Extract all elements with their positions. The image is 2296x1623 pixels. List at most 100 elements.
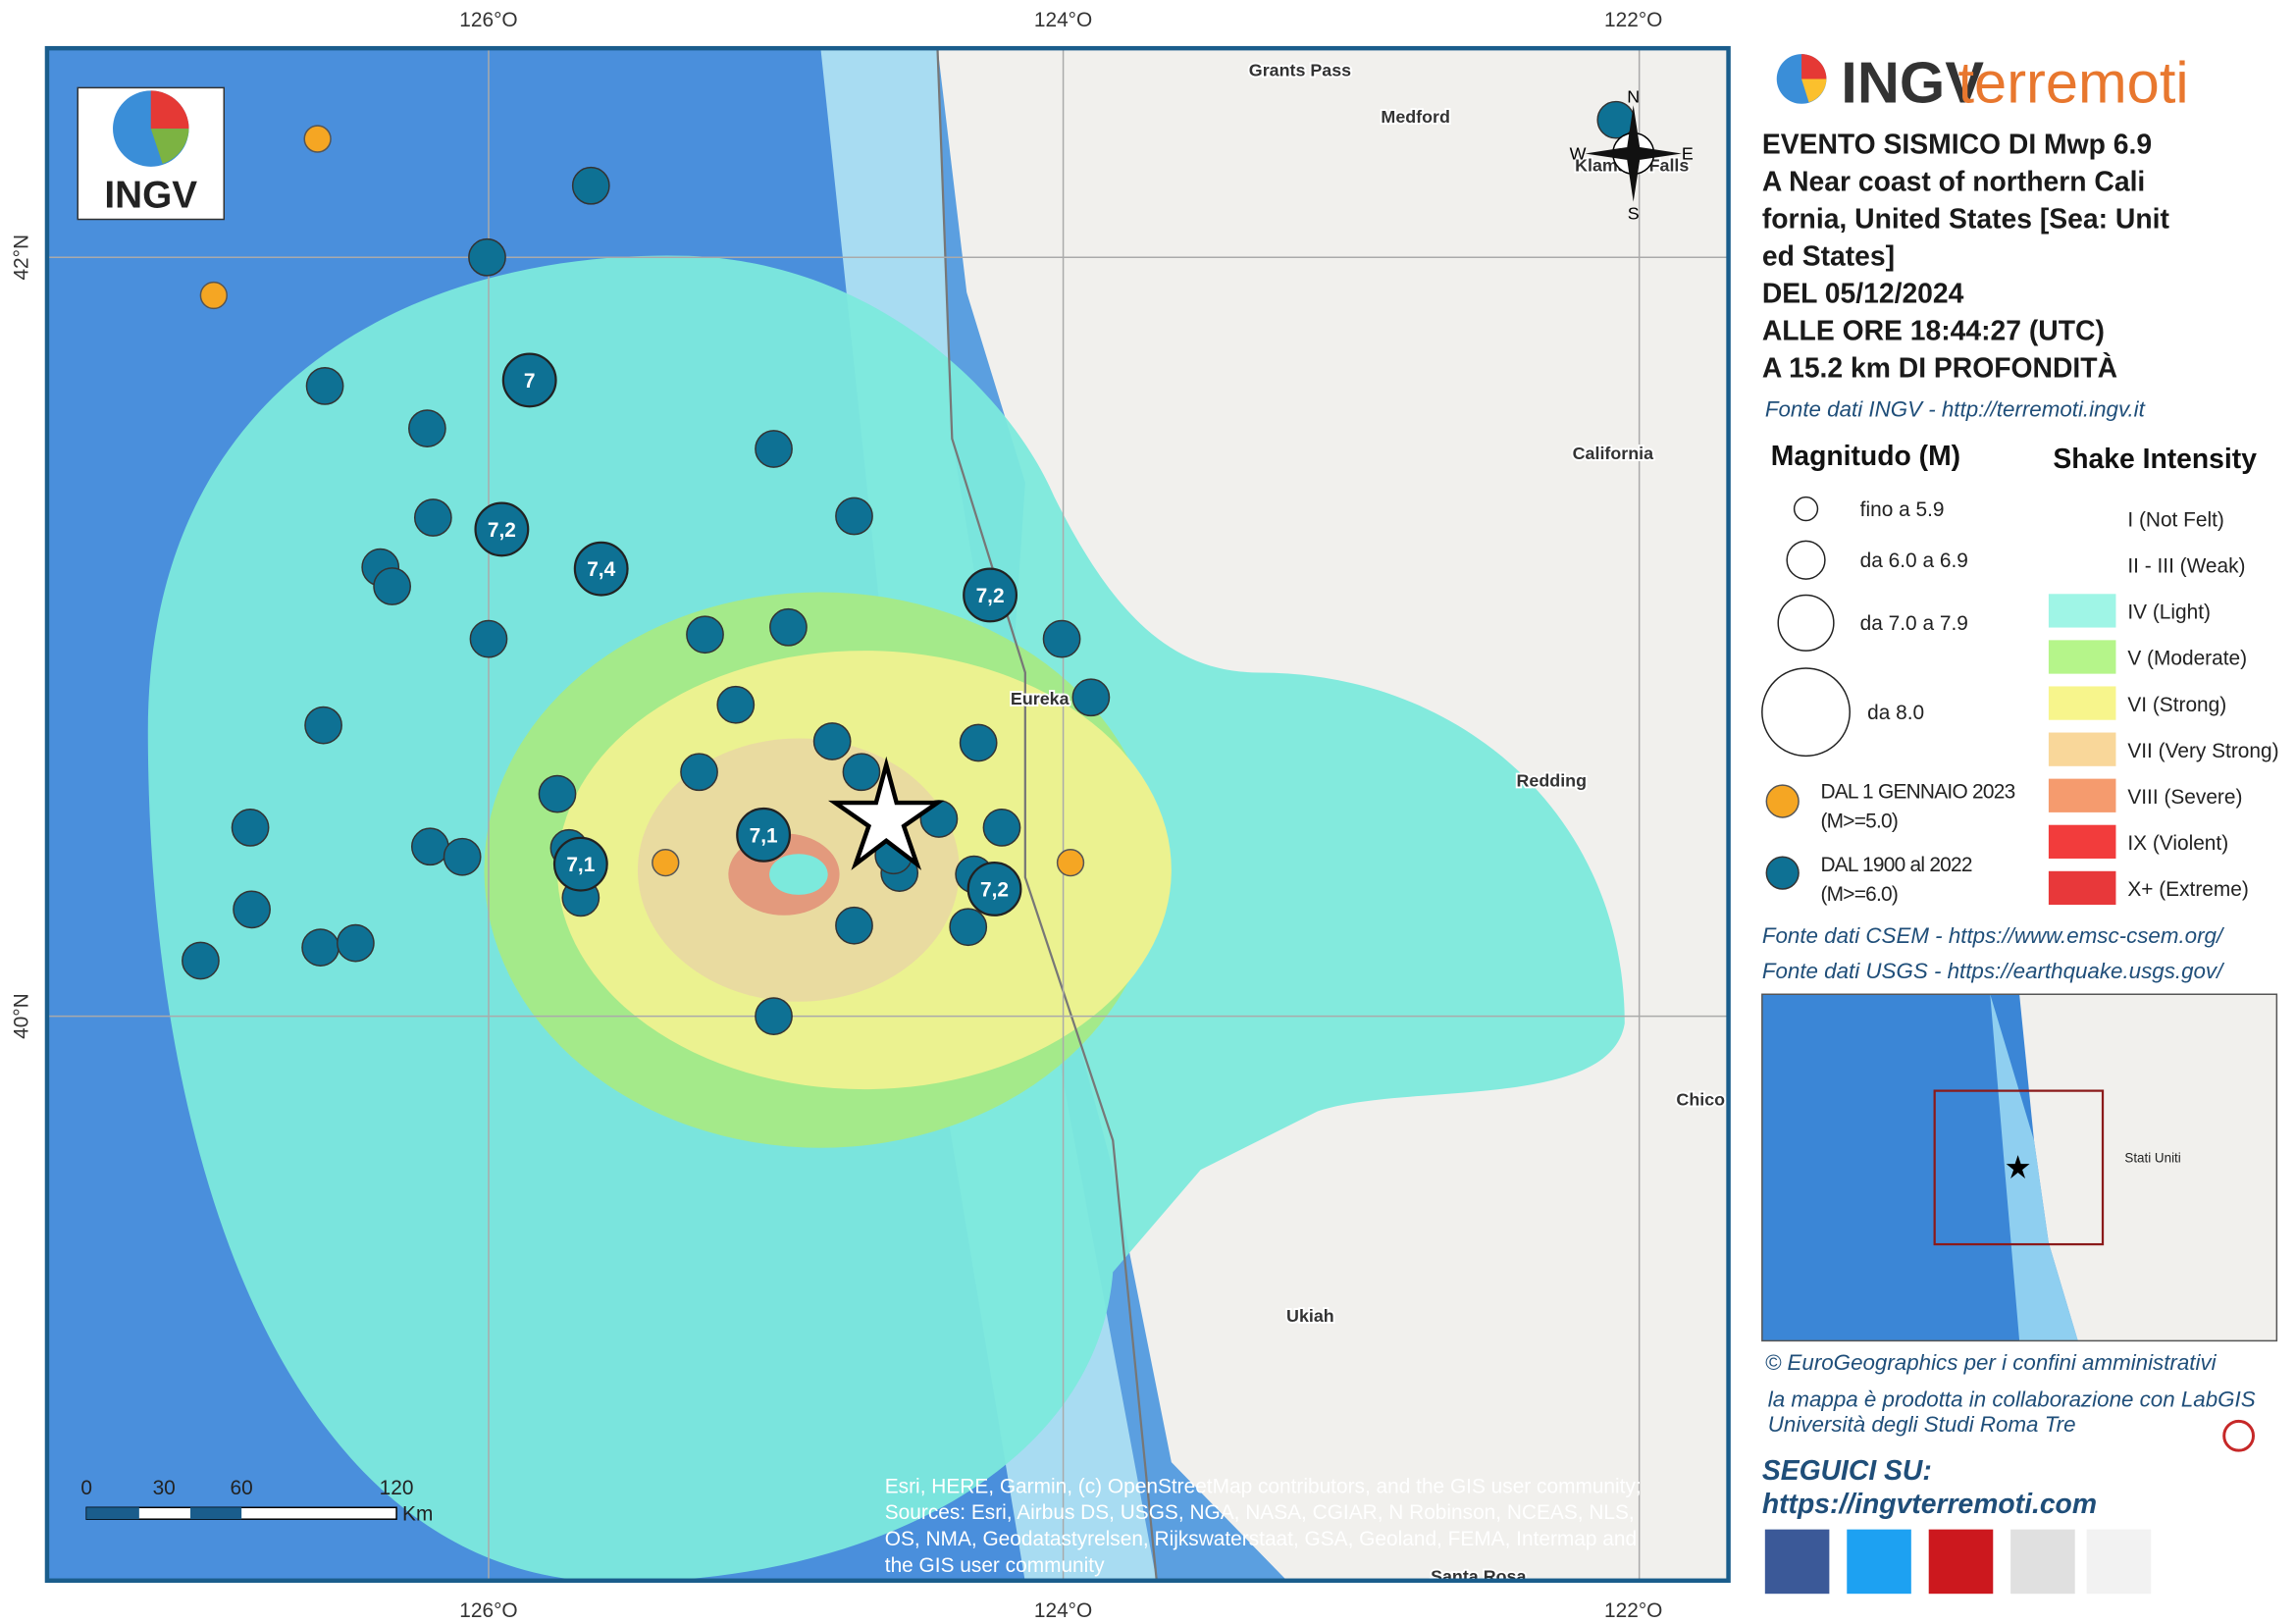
historic-quake	[959, 723, 998, 762]
inset-label: Stati Uniti	[2124, 1151, 2180, 1166]
historic-quake	[1042, 619, 1081, 658]
scale-bar: 0 30 60 120 Km	[80, 1477, 433, 1526]
historic-quake	[182, 941, 220, 980]
historic-quake	[337, 923, 375, 963]
place-label: Eureka	[1011, 689, 1070, 708]
shake-label: I (Not Felt)	[2127, 508, 2224, 531]
map-frame	[44, 45, 1731, 1584]
compass-n: N	[1627, 86, 1640, 106]
historic-quake	[571, 166, 610, 205]
historic-quake	[835, 497, 873, 536]
historic-quake	[982, 809, 1021, 847]
historic-label: DAL 1900 al 2022	[1820, 854, 1971, 876]
historic-quake	[716, 685, 756, 724]
historic-quake	[373, 567, 411, 605]
historic-quake-major	[963, 567, 1018, 623]
shake-label: IV (Light)	[2127, 602, 2211, 624]
compass-w: W	[1570, 143, 1587, 163]
attribution: Esri, HERE, Garmin, (c) OpenStreetMap co…	[885, 1475, 1642, 1576]
place-label: Redding	[1517, 771, 1588, 791]
quake-label: 7,2	[488, 519, 516, 542]
historic-quake	[812, 722, 852, 760]
shake-swatch	[2048, 824, 2116, 859]
recent-quake	[652, 848, 680, 877]
historic-quake	[413, 498, 452, 537]
shake-label: VI (Strong)	[2127, 694, 2226, 716]
magnitude-symbol	[1793, 496, 1819, 522]
magnitude-class: da 7.0 a 7.9	[1860, 612, 1968, 635]
youtube-icon[interactable]	[1928, 1529, 1994, 1595]
lon-label: 122°O	[1604, 1599, 1662, 1622]
historic-quake-major	[573, 541, 629, 597]
shake-label: IX (Violent)	[2127, 832, 2228, 855]
place-label: Medford	[1381, 107, 1449, 127]
shake-label: VII (Very Strong)	[2127, 740, 2278, 762]
scale-unit: Km	[402, 1503, 433, 1526]
event-info: EVENTO SISMICO DI Mwp 6.9 A Near coast of…	[1762, 128, 2170, 383]
ios-icon[interactable]	[2010, 1529, 2075, 1595]
magnitude-symbol	[1777, 594, 1835, 652]
shake-label: V (Moderate)	[2127, 648, 2247, 670]
source: Fonte dati USGS - https://earthquake.usg…	[1762, 959, 2225, 983]
historic-quake	[769, 607, 808, 647]
historic-quake	[755, 430, 793, 468]
credit: Università degli Studi Roma Tre	[1768, 1412, 2076, 1437]
historic-quake	[538, 774, 577, 813]
historic-quake	[305, 367, 344, 405]
attribution-line: Sources: Esri, Airbus DS, USGS, NGA, NAS…	[885, 1501, 1635, 1524]
event-line: A Near coast of northern Cali	[1762, 165, 2145, 196]
historic-quake	[410, 827, 449, 866]
recent-quake	[303, 125, 332, 153]
shake-swatch	[2048, 870, 2116, 906]
historic-quake	[301, 928, 339, 967]
compass-s: S	[1628, 204, 1640, 224]
brand-ingv: INGV	[1841, 49, 1984, 115]
map: 77,27,47,27,17,17,2 Grants PassMedfordKl…	[48, 49, 1728, 1580]
historic-quake	[304, 706, 342, 745]
historic-quake	[1071, 678, 1111, 717]
compass: N S W E	[1570, 86, 1694, 223]
quake-label: 7,2	[980, 878, 1009, 901]
quake-label: 7,2	[976, 585, 1005, 607]
shake-center	[769, 854, 828, 895]
event-line: fornia, United States [Sea: Unit	[1762, 202, 2170, 234]
attribution-line: Esri, HERE, Garmin, (c) OpenStreetMap co…	[885, 1475, 1642, 1497]
lat-label: 42°N	[11, 235, 33, 281]
scale-label: 0	[80, 1477, 92, 1499]
magnitude-class: fino a 5.9	[1860, 498, 1945, 521]
source: Fonte dati CSEM - https://www.emsc-csem.…	[1762, 923, 2225, 948]
android-icon[interactable]	[2086, 1529, 2152, 1595]
historic-quake-major	[474, 501, 530, 557]
historic-quake	[1596, 100, 1636, 139]
quake-label: 7,1	[566, 854, 595, 876]
lon-label: 122°O	[1604, 9, 1662, 31]
historic-quake	[755, 997, 793, 1035]
place-label: Grants Pass	[1249, 60, 1351, 79]
historic-quake	[233, 890, 271, 929]
historic-quake	[469, 619, 508, 658]
attribution-line: OS, NMA, Geodatastyrelsen, Rijkswatersta…	[885, 1528, 1637, 1550]
historic-quake	[443, 837, 482, 876]
scale-label: 120	[380, 1477, 414, 1499]
magnitude-symbol	[1786, 540, 1826, 580]
attribution-line: the GIS user community	[885, 1554, 1105, 1577]
magnitude-class: da 8.0	[1867, 702, 1924, 724]
compass-e: E	[1682, 143, 1694, 163]
brand-terremoti: terremoti	[1958, 49, 2189, 115]
recent-symbol	[1765, 784, 1800, 818]
graticule	[48, 49, 1728, 1580]
event-line: DEL 05/12/2024	[1762, 277, 1964, 308]
follow-title: SEGUICI SU:	[1762, 1454, 1932, 1486]
lat-label: 40°N	[11, 993, 33, 1039]
follow-url[interactable]: https://ingvterremoti.com	[1762, 1488, 2097, 1519]
place-label: California	[1573, 444, 1654, 463]
shake-label: II - III (Weak)	[2127, 555, 2245, 578]
quake-label: 7,1	[750, 824, 778, 847]
place-label: Chico	[1676, 1090, 1725, 1110]
magnitude-title: Magnitudo (M)	[1771, 440, 1960, 471]
historic-quake-major	[501, 352, 557, 408]
facebook-icon[interactable]	[1764, 1529, 1830, 1595]
twitter-icon[interactable]	[1847, 1529, 1911, 1595]
